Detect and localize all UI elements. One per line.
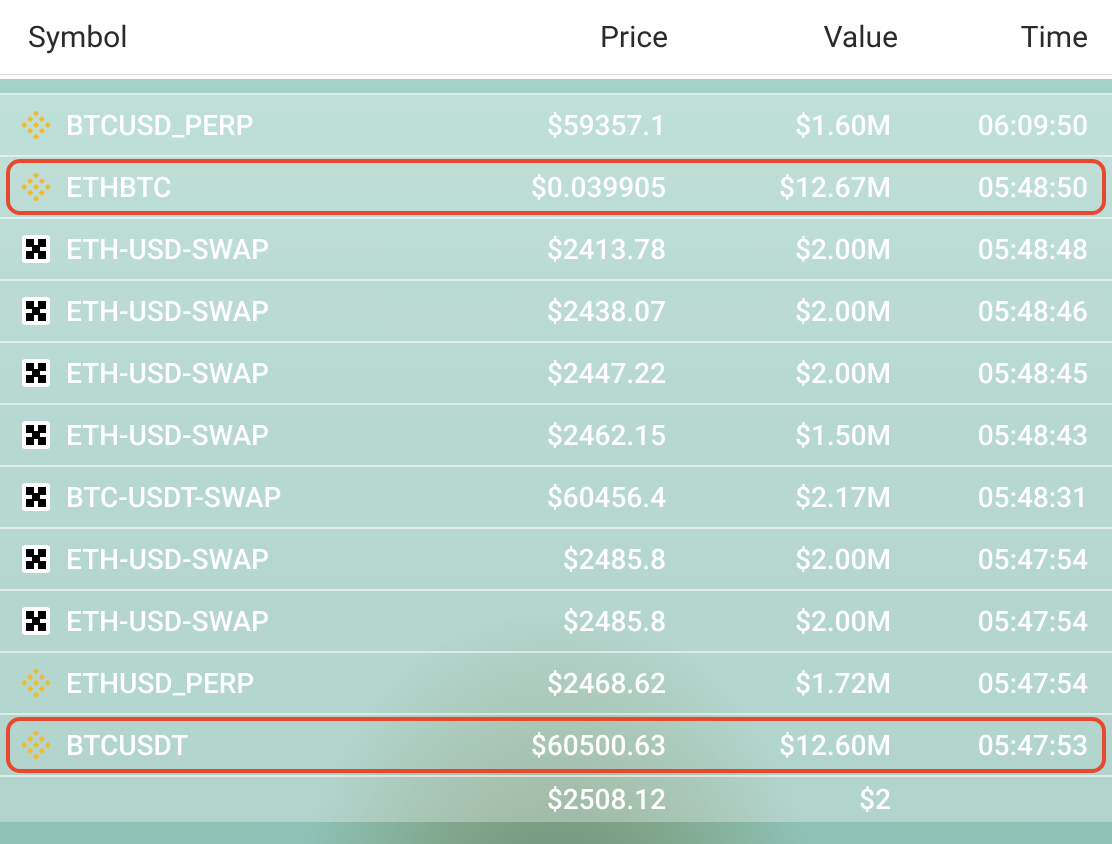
header-gap xyxy=(0,75,1112,95)
header-time[interactable]: Time xyxy=(898,20,1088,55)
table-row[interactable]: BTC-USDT-SWAP$60456.4$2.17M05:48:31 xyxy=(0,467,1112,529)
table-row[interactable]: ETH-USD-SWAP$2485.8$2.00M05:47:54 xyxy=(0,591,1112,653)
price-cell: $60456.4 xyxy=(436,481,666,514)
symbol-cell: ETH-USD-SWAP xyxy=(66,357,436,390)
price-cell: $2462.15 xyxy=(436,419,666,452)
value-cell: $12.67M xyxy=(666,171,891,204)
price-cell: $59357.1 xyxy=(436,109,666,142)
time-cell: 05:47:54 xyxy=(891,667,1088,700)
okx-icon xyxy=(22,359,66,387)
table-row[interactable]: ETHBTC$0.039905$12.67M05:48:50 xyxy=(0,157,1112,219)
symbol-cell: BTC-USDT-SWAP xyxy=(66,481,436,514)
price-cell: $60500.63 xyxy=(436,729,666,762)
table-row[interactable]: ETH-USD-SWAP$2462.15$1.50M05:48:43 xyxy=(0,405,1112,467)
price-cell: $2485.8 xyxy=(436,543,666,576)
value-cell: $12.60M xyxy=(666,729,891,762)
okx-icon xyxy=(22,545,66,573)
price-cell: $2447.22 xyxy=(436,357,666,390)
value-cell: $2.00M xyxy=(666,605,891,638)
binance-icon xyxy=(22,731,66,759)
time-cell: 05:47:53 xyxy=(891,729,1088,762)
table-row-partial[interactable]: $2508.12$2 xyxy=(0,777,1112,822)
value-cell: $2.00M xyxy=(666,543,891,576)
price-cell: $2413.78 xyxy=(436,233,666,266)
okx-icon xyxy=(22,421,66,449)
value-cell: $1.72M xyxy=(666,667,891,700)
symbol-cell: ETH-USD-SWAP xyxy=(66,605,436,638)
binance-icon xyxy=(22,173,66,201)
price-cell: $2438.07 xyxy=(436,295,666,328)
time-cell: 05:48:45 xyxy=(891,357,1088,390)
time-cell: 05:48:48 xyxy=(891,233,1088,266)
value-cell: $2 xyxy=(666,783,891,816)
symbol-cell: ETH-USD-SWAP xyxy=(66,295,436,328)
table-row[interactable]: ETH-USD-SWAP$2413.78$2.00M05:48:48 xyxy=(0,219,1112,281)
table-row[interactable]: ETH-USD-SWAP$2438.07$2.00M05:48:46 xyxy=(0,281,1112,343)
table-row[interactable]: BTCUSDT$60500.63$12.60M05:47:53 xyxy=(0,715,1112,777)
symbol-cell: ETH-USD-SWAP xyxy=(66,233,436,266)
trades-table-body: BTCUSD_PERP$59357.1$1.60M06:09:50 ETHBTC… xyxy=(0,95,1112,822)
price-cell: $2468.62 xyxy=(436,667,666,700)
value-cell: $2.17M xyxy=(666,481,891,514)
table-header: Symbol Price Value Time xyxy=(0,0,1112,75)
symbol-cell: BTCUSDT xyxy=(66,729,436,762)
symbol-cell: ETHBTC xyxy=(66,171,436,204)
table-row[interactable]: ETH-USD-SWAP$2447.22$2.00M05:48:45 xyxy=(0,343,1112,405)
time-cell: 05:48:50 xyxy=(891,171,1088,204)
symbol-cell: ETH-USD-SWAP xyxy=(66,543,436,576)
symbol-cell: ETH-USD-SWAP xyxy=(66,419,436,452)
value-cell: $2.00M xyxy=(666,295,891,328)
header-value[interactable]: Value xyxy=(668,20,898,55)
table-row[interactable]: ETH-USD-SWAP$2485.8$2.00M05:47:54 xyxy=(0,529,1112,591)
price-cell: $0.039905 xyxy=(436,171,666,204)
okx-icon xyxy=(22,235,66,263)
value-cell: $1.60M xyxy=(666,109,891,142)
okx-icon xyxy=(22,297,66,325)
value-cell: $1.50M xyxy=(666,419,891,452)
time-cell: 05:48:31 xyxy=(891,481,1088,514)
price-cell: $2508.12 xyxy=(436,783,666,816)
okx-icon xyxy=(22,483,66,511)
symbol-cell: BTCUSD_PERP xyxy=(66,109,436,142)
table-row[interactable]: BTCUSD_PERP$59357.1$1.60M06:09:50 xyxy=(0,95,1112,157)
binance-icon xyxy=(22,669,66,697)
price-cell: $2485.8 xyxy=(436,605,666,638)
binance-icon xyxy=(22,111,66,139)
time-cell: 05:48:43 xyxy=(891,419,1088,452)
value-cell: $2.00M xyxy=(666,357,891,390)
header-price[interactable]: Price xyxy=(438,20,668,55)
value-cell: $2.00M xyxy=(666,233,891,266)
okx-icon xyxy=(22,607,66,635)
time-cell: 05:47:54 xyxy=(891,605,1088,638)
time-cell: 05:48:46 xyxy=(891,295,1088,328)
header-symbol[interactable]: Symbol xyxy=(28,20,438,55)
time-cell: 05:47:54 xyxy=(891,543,1088,576)
symbol-cell: ETHUSD_PERP xyxy=(66,667,436,700)
table-row[interactable]: ETHUSD_PERP$2468.62$1.72M05:47:54 xyxy=(0,653,1112,715)
time-cell: 06:09:50 xyxy=(891,109,1088,142)
